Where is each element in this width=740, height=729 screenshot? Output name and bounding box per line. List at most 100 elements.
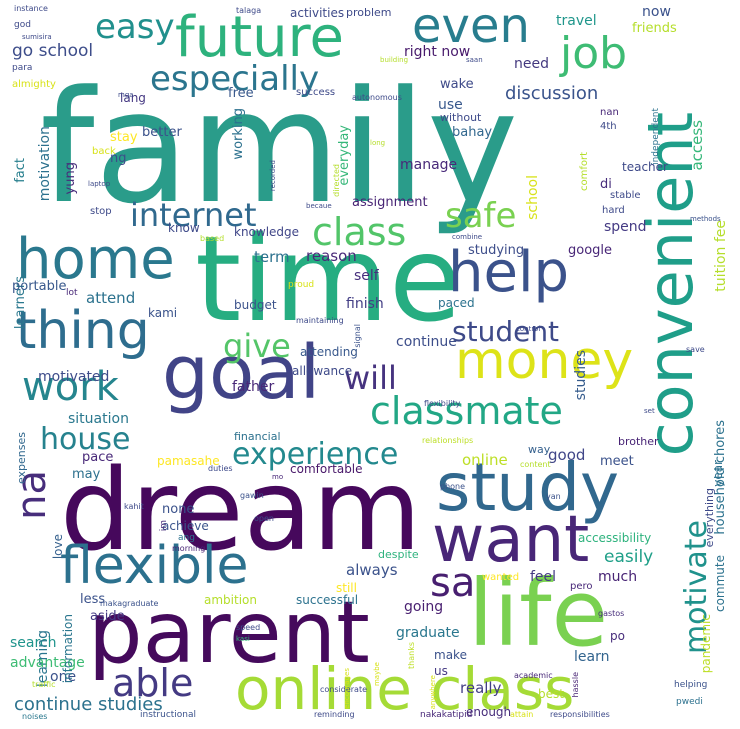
word-knowledge: knowledge	[234, 225, 300, 239]
word-studying: studying	[468, 243, 525, 258]
word-im: im	[159, 520, 169, 532]
word-yan: yan	[546, 492, 561, 501]
word-home: home	[16, 227, 175, 292]
word-finish: finish	[346, 296, 384, 312]
word-responsibilities: responsibilities	[550, 710, 610, 719]
word-spend: spend	[604, 219, 647, 235]
word-work: work	[22, 364, 119, 410]
word-nan: nan	[600, 107, 619, 118]
word-mo: mo	[272, 473, 284, 481]
word-commute: commute	[713, 555, 727, 613]
word-going: going	[404, 599, 444, 615]
word-building: building	[380, 56, 409, 64]
word-want: want	[432, 503, 590, 577]
word-thing: thing	[16, 301, 150, 361]
word-kasi: kasi	[236, 635, 250, 643]
word-safe: safe	[445, 196, 517, 236]
word-ang: ang	[178, 533, 195, 543]
word-help: help	[448, 240, 570, 305]
word-yung: yung	[63, 162, 78, 195]
word-saan: saan	[466, 56, 483, 64]
word-morning: morning	[172, 544, 206, 553]
word-none: none	[162, 502, 195, 517]
word-comfort: comfort	[579, 152, 590, 192]
word-one: one	[50, 669, 77, 685]
word-access: access	[688, 120, 706, 171]
word-activities: activities	[290, 6, 345, 20]
word-reminding: reminding	[314, 710, 355, 719]
word-save: save	[686, 345, 705, 354]
word-methods: methods	[690, 215, 721, 223]
word-learn: learn	[574, 649, 610, 665]
word-now: now	[642, 4, 671, 20]
word-easy: easy	[95, 7, 175, 47]
word-right-now: right now	[404, 44, 471, 60]
word-student: student	[452, 315, 560, 348]
word-nakakatipid: nakakatipid	[420, 710, 473, 720]
word-assignment: assignment	[352, 195, 428, 210]
word-ambition: ambition	[204, 593, 257, 607]
word-4th: 4th	[600, 121, 617, 132]
word-time: time	[195, 210, 462, 348]
word-friends: friends	[632, 21, 677, 36]
word-wanted: wanted	[482, 572, 520, 583]
word-able: able	[112, 661, 194, 705]
word-love: love	[51, 534, 65, 560]
word-online-class: online class	[235, 655, 575, 723]
word-pwedi: pwedi	[676, 697, 703, 707]
word-despite: despite	[378, 548, 419, 561]
word-attend: attend	[86, 289, 136, 307]
word-academic: academic	[514, 671, 553, 680]
word-make: make	[434, 648, 467, 662]
word-advantage: advantage	[10, 655, 85, 671]
word-free: free	[228, 86, 254, 101]
word-study: study	[436, 449, 620, 526]
word-sa: sa	[430, 560, 476, 606]
word-long: long	[370, 139, 386, 147]
word-thanks: thanks	[407, 642, 416, 669]
word-mga: mga	[118, 91, 134, 99]
word-sumisira: sumisira	[22, 33, 52, 41]
word-encourages: encourages	[343, 668, 351, 709]
word-future: future	[175, 5, 344, 70]
word-para: para	[12, 63, 33, 73]
word-pero: pero	[570, 581, 593, 592]
word-best: best	[538, 687, 564, 701]
word-need: need	[514, 56, 549, 72]
word-bahay: bahay	[452, 125, 493, 140]
word-content: content	[520, 460, 551, 469]
word-laptop: laptop	[88, 180, 111, 188]
word-combine: combine	[452, 233, 483, 241]
word-year: year	[711, 460, 725, 487]
word-becaue: becaue	[306, 202, 332, 210]
word-instructional: instructional	[140, 710, 197, 720]
word-comfortable: comfortable	[290, 462, 363, 476]
word-fact: fact	[13, 158, 28, 183]
word-back: back	[92, 146, 116, 157]
word-goal: goal	[162, 330, 321, 416]
word-wake: wake	[440, 77, 474, 92]
word-especially: especially	[150, 59, 320, 99]
word-working: working	[231, 108, 246, 160]
word-house: house	[40, 422, 131, 457]
word-may: may	[72, 467, 101, 482]
word-relationships: relationships	[422, 436, 474, 445]
word-always: always	[346, 561, 398, 579]
word-almighty: almighty	[12, 79, 56, 90]
word-internet: internet	[130, 196, 257, 234]
word-school: school	[525, 175, 541, 220]
word-control: control	[516, 325, 541, 333]
word-stay: stay	[110, 130, 138, 145]
word-give: give	[223, 327, 291, 365]
word-flexible: flexible	[60, 536, 249, 596]
word-ng: ng	[110, 151, 127, 166]
word-proud: proud	[288, 280, 315, 290]
word-online: online	[462, 451, 508, 469]
word-good: good	[548, 446, 586, 464]
word-use: use	[438, 97, 463, 113]
word-makagraduate: makagraduate	[100, 599, 159, 608]
word-lot: lot	[66, 288, 78, 298]
word-enough: enough	[466, 705, 512, 719]
word-independent: independent	[651, 108, 661, 165]
